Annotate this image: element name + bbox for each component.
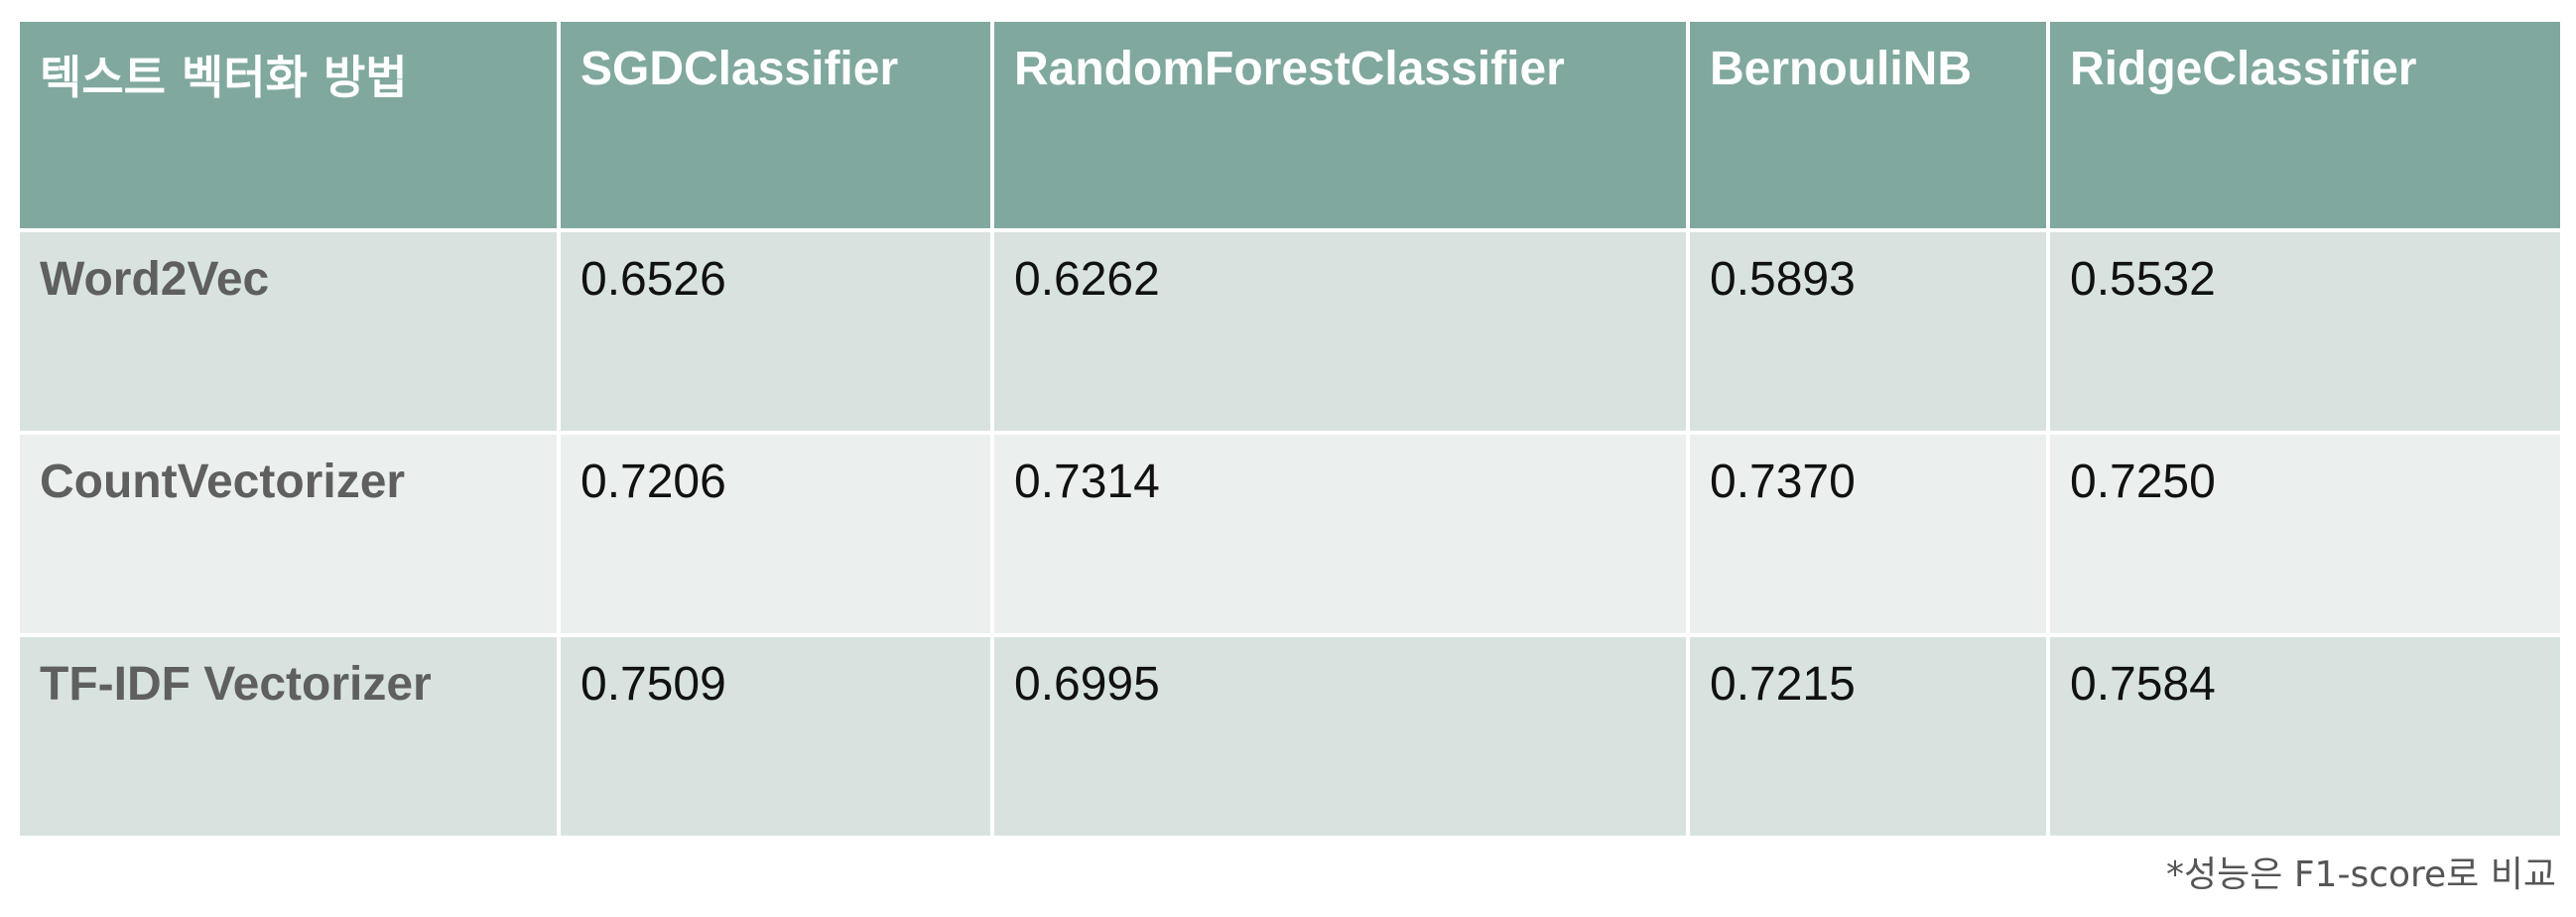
header-cell-ridge: RidgeClassifier [2046, 18, 2564, 232]
table-cell: 0.6526 [557, 228, 994, 435]
table-cell: 0.6262 [990, 228, 1690, 435]
table-row: Word2Vec 0.6526 0.6262 0.5893 0.5532 [16, 228, 2564, 435]
table-cell: 0.7250 [2046, 431, 2564, 637]
table-row: CountVectorizer 0.7206 0.7314 0.7370 0.7… [16, 431, 2564, 637]
table-cell: 0.6995 [990, 633, 1690, 840]
header-row: 텍스트 벡터화 방법 SGDClassifier RandomForestCla… [16, 18, 2564, 232]
row-label-countvectorizer: CountVectorizer [16, 431, 561, 637]
results-table: 텍스트 벡터화 방법 SGDClassifier RandomForestCla… [16, 18, 2564, 840]
header-cell-sgd: SGDClassifier [557, 18, 994, 232]
table-row: TF-IDF Vectorizer 0.7509 0.6995 0.7215 0… [16, 633, 2564, 840]
footnote: *성능은 F1-score로 비교 [2166, 854, 2556, 895]
table-cell: 0.5893 [1686, 228, 2050, 435]
header-cell-random-forest: RandomForestClassifier [990, 18, 1690, 232]
row-label-word2vec: Word2Vec [16, 228, 561, 435]
header-cell-bernoulli-nb: BernouliNB [1686, 18, 2050, 232]
header-cell-method: 텍스트 벡터화 방법 [16, 18, 561, 232]
table-cell: 0.7584 [2046, 633, 2564, 840]
results-table-container: 텍스트 벡터화 방법 SGDClassifier RandomForestCla… [16, 18, 2564, 840]
table-cell: 0.7206 [557, 431, 994, 637]
table-cell: 0.7314 [990, 431, 1690, 637]
table-cell: 0.7509 [557, 633, 994, 840]
table-cell: 0.7215 [1686, 633, 2050, 840]
row-label-tfidf-vectorizer: TF-IDF Vectorizer [16, 633, 561, 840]
table-cell: 0.7370 [1686, 431, 2050, 637]
table-cell: 0.5532 [2046, 228, 2564, 435]
